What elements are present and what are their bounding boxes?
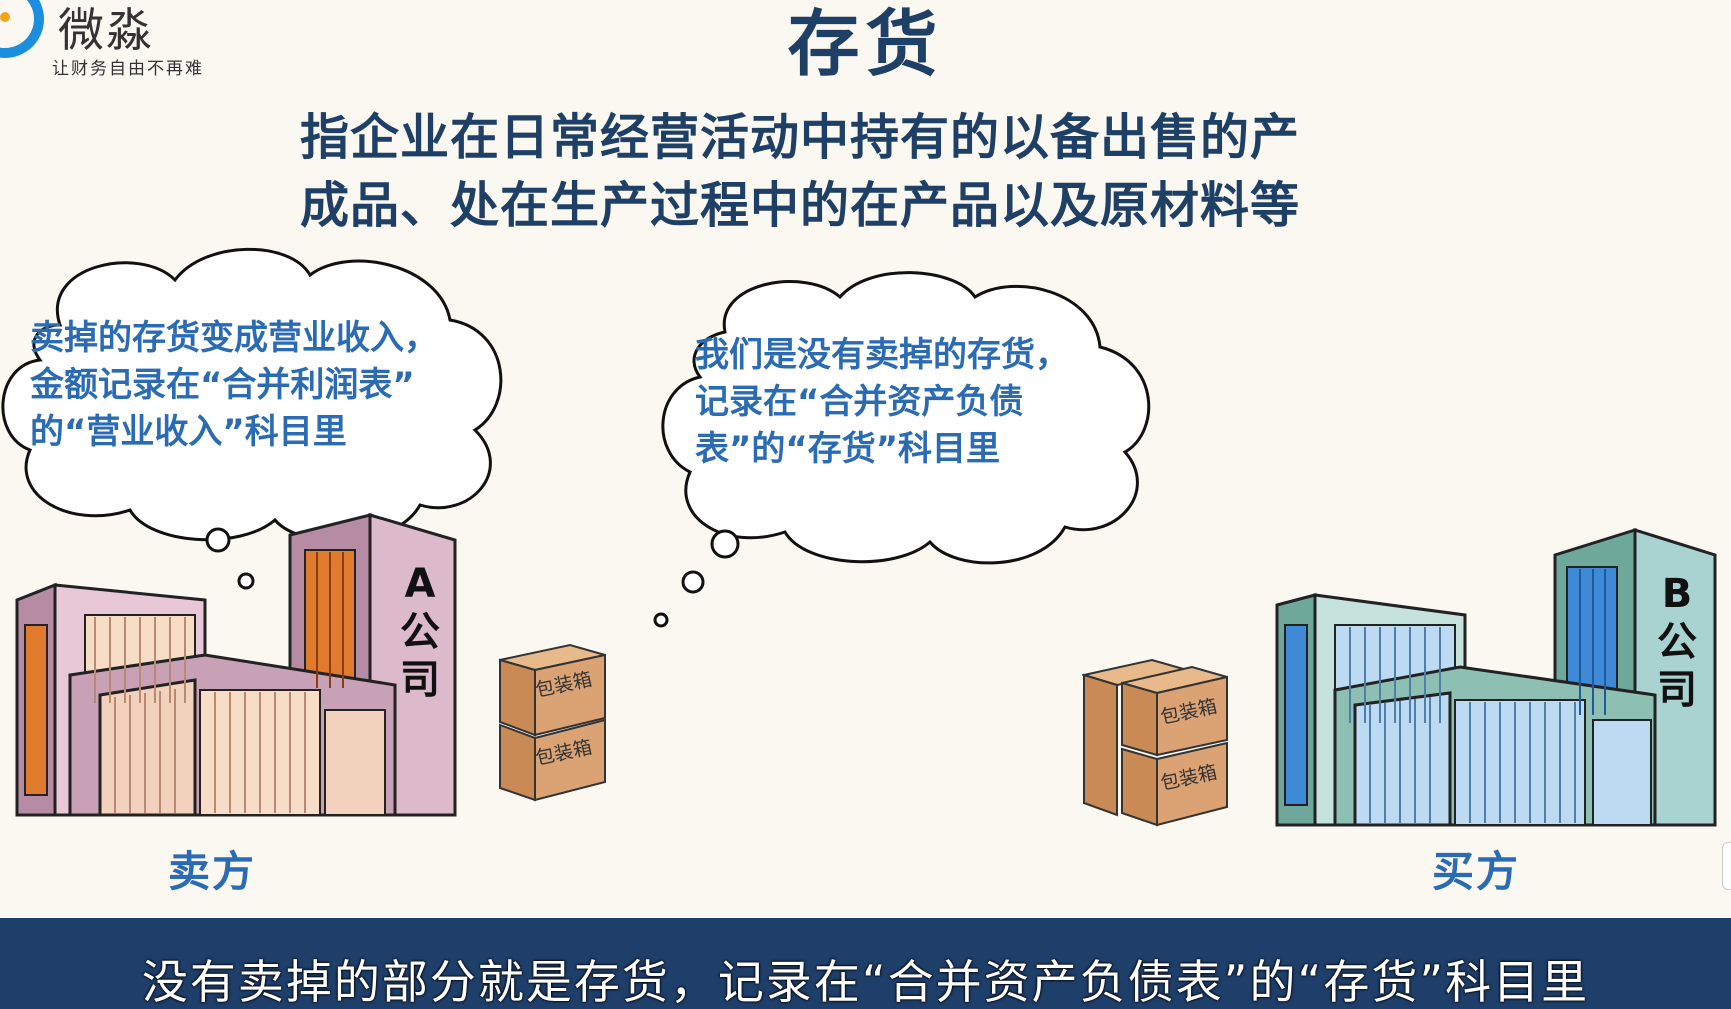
brand-logo: 微淼 让财务自由不再难 <box>0 0 260 90</box>
inventory-bubble-line-2: 记录在“合并资产负债 <box>695 382 1024 422</box>
building-a-illustration <box>15 512 457 817</box>
company-b-box-stack: 包装箱 包装箱 <box>1080 655 1232 830</box>
company-a-box-stack: 包装箱 包装箱 <box>495 640 610 810</box>
thought-dot-small <box>653 612 669 628</box>
thought-dot-medium <box>681 570 705 594</box>
cloud-shape <box>1 247 503 590</box>
inventory-thought-bubble: 我们是没有卖掉的存货， 记录在“合并资产负债 表”的“存货”科目里 <box>653 271 1155 632</box>
company-a-sign-word: 公司 <box>400 609 440 703</box>
company-a-building: A 公司 <box>15 505 460 825</box>
thought-dot-small <box>237 572 255 590</box>
inventory-bubble-line-1: 我们是没有卖掉的存货， <box>695 335 1069 375</box>
building-b-illustration <box>1275 527 1717 827</box>
seller-bubble-line-3: 的“营业收入”科目里 <box>30 412 347 452</box>
seller-bubble-text: 卖掉的存货变成营业收入， 金额记录在“合并利润表” 的“营业收入”科目里 <box>30 315 438 456</box>
cardboard-boxes <box>499 643 606 802</box>
seller-bubble-line-1: 卖掉的存货变成营业收入， <box>30 318 438 358</box>
subtitle-caption: 没有卖掉的部分就是存货，记录在“合并资产负债表”的“存货”科目里 <box>141 955 1590 1009</box>
company-b-building: B 公司 <box>1275 515 1725 835</box>
cardboard-boxes <box>1080 658 1228 827</box>
logo-ring-icon <box>0 0 44 58</box>
seller-bubble-line-2: 金额记录在“合并利润表” <box>30 365 415 405</box>
company-b-sign: B 公司 <box>1655 570 1699 714</box>
logo-dot-icon <box>0 12 10 22</box>
inventory-bubble-line-3: 表”的“存货”科目里 <box>695 429 1001 469</box>
brand-slogan: 让财务自由不再难 <box>52 59 204 79</box>
company-b-sign-letter: B <box>1661 571 1693 617</box>
thought-dot-large <box>710 529 740 559</box>
edge-handle[interactable] <box>1722 842 1731 890</box>
cloud-shape <box>653 271 1151 628</box>
buyer-label: 买方 <box>1432 847 1521 896</box>
slide-title: 存货 <box>787 2 944 86</box>
company-b-sign-word: 公司 <box>1657 619 1697 713</box>
thought-dot-large <box>205 527 231 553</box>
brand-name: 微淼 <box>58 3 154 57</box>
definition-text: 指企业在日常经营活动中持有的以备出售的产 成品、处在生产过程中的在产品以及原材料… <box>300 104 1460 240</box>
definition-line-2: 成品、处在生产过程中的在产品以及原材料等 <box>300 177 1301 234</box>
caption-bar <box>0 918 1731 1009</box>
company-a-sign-letter: A <box>404 561 436 607</box>
seller-thought-bubble: 卖掉的存货变成营业收入， 金额记录在“合并利润表” 的“营业收入”科目里 <box>0 245 520 590</box>
definition-line-1: 指企业在日常经营活动中持有的以备出售的产 <box>300 109 1301 166</box>
company-a-sign: A 公司 <box>398 560 442 704</box>
inventory-bubble-text: 我们是没有卖掉的存货， 记录在“合并资产负债 表”的“存货”科目里 <box>695 332 1069 473</box>
seller-label: 卖方 <box>168 847 257 896</box>
